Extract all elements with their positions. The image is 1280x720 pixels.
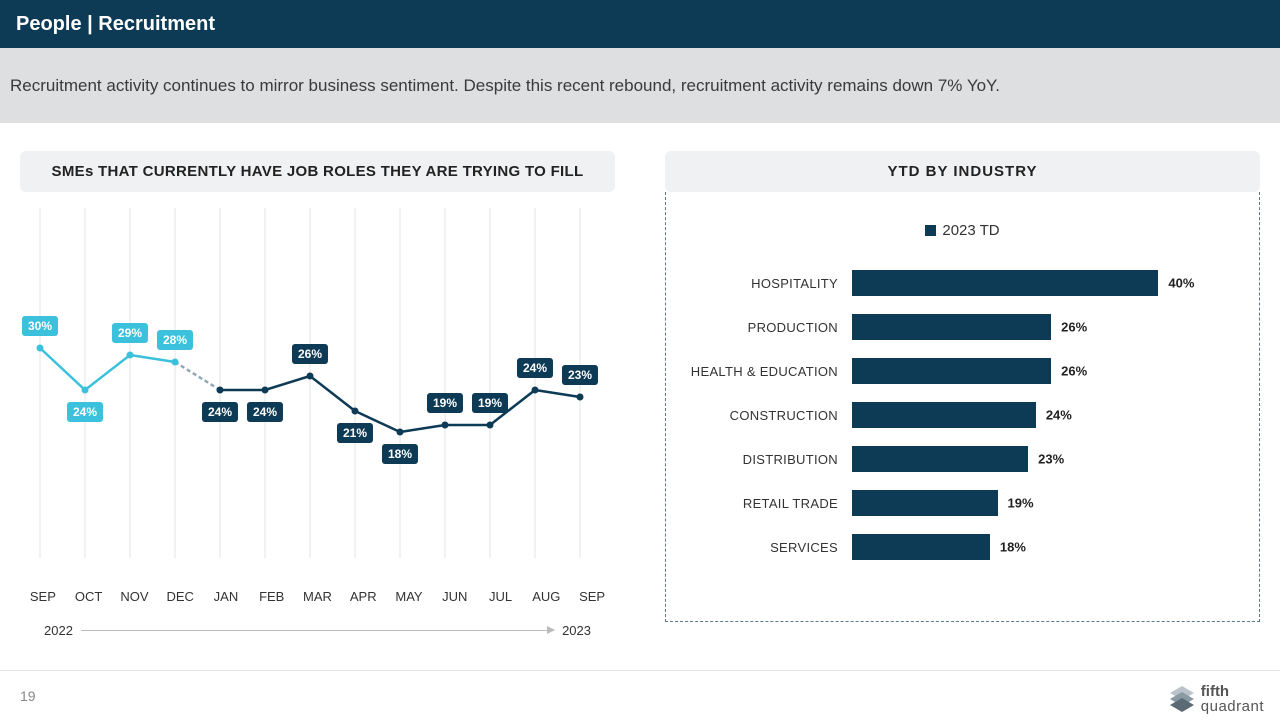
footer: 19 fifth quadrant (0, 670, 1280, 720)
line-point-label: 19% (427, 393, 463, 413)
bar-row: CONSTRUCTION 24% (690, 393, 1235, 437)
ytd-chart: 2023 TD HOSPITALITY 40% PRODUCTION 26% H… (665, 192, 1260, 622)
bar-fill (852, 270, 1158, 296)
bar-category: DISTRIBUTION (690, 452, 852, 467)
line-point-label: 21% (337, 423, 373, 443)
bar-row: DISTRIBUTION 23% (690, 437, 1235, 481)
bar-fill (852, 402, 1036, 428)
line-point-label: 28% (157, 330, 193, 350)
line-point-label: 30% (22, 316, 58, 336)
bar-category: PRODUCTION (690, 320, 852, 335)
line-point-label: 24% (67, 402, 103, 422)
bar-category: CONSTRUCTION (690, 408, 852, 423)
bar-track: 18% (852, 534, 1235, 560)
bar-track: 24% (852, 402, 1235, 428)
month-label: SEP (20, 589, 66, 604)
bar-value: 26% (1061, 320, 1087, 335)
month-label: OCT (66, 589, 112, 604)
ytd-legend: 2023 TD (690, 222, 1235, 239)
bar-row: SERVICES 18% (690, 525, 1235, 569)
month-label: MAY (386, 589, 432, 604)
month-label: JUL (478, 589, 524, 604)
month-label: MAR (295, 589, 341, 604)
bar-category: HEALTH & EDUCATION (690, 364, 852, 379)
logo-text: fifth quadrant (1201, 684, 1264, 714)
content-area: SMEs THAT CURRENTLY HAVE JOB ROLES THEY … (0, 123, 1280, 653)
month-label: AUG (523, 589, 569, 604)
month-axis: SEPOCTNOVDECJANFEBMARAPRMAYJUNJULAUGSEP (20, 589, 615, 604)
line-point-label: 19% (472, 393, 508, 413)
bar-track: 40% (852, 270, 1235, 296)
bar-value: 24% (1046, 408, 1072, 423)
ytd-panel: YTD BY INDUSTRY 2023 TD HOSPITALITY 40% … (665, 151, 1260, 653)
ytd-title: YTD BY INDUSTRY (665, 151, 1260, 192)
line-point-label: 29% (112, 323, 148, 343)
bar-row: HEALTH & EDUCATION 26% (690, 349, 1235, 393)
page-number: 19 (20, 688, 36, 704)
bar-track: 23% (852, 446, 1235, 472)
line-chart-svg (20, 198, 600, 578)
year-right: 2023 (562, 623, 591, 638)
bar-value: 40% (1168, 276, 1194, 291)
timeline-arrow (81, 630, 554, 631)
bar-row: HOSPITALITY 40% (690, 261, 1235, 305)
bar-fill (852, 534, 990, 560)
bar-value: 23% (1038, 452, 1064, 467)
bar-category: SERVICES (690, 540, 852, 555)
legend-label: 2023 TD (942, 222, 999, 239)
bar-category: RETAIL TRADE (690, 496, 852, 511)
bar-row: PRODUCTION 26% (690, 305, 1235, 349)
month-label: NOV (112, 589, 158, 604)
header-bar: People | Recruitment (0, 0, 1280, 48)
page-title: People | Recruitment (16, 13, 215, 36)
bar-value: 26% (1061, 364, 1087, 379)
brand-logo: fifth quadrant (1167, 684, 1264, 714)
line-point-label: 24% (517, 358, 553, 378)
month-label: SEP (569, 589, 615, 604)
bar-category: HOSPITALITY (690, 276, 852, 291)
subtitle-text: Recruitment activity continues to mirror… (10, 76, 1000, 96)
bar-fill (852, 358, 1051, 384)
bar-track: 19% (852, 490, 1235, 516)
month-label: APR (340, 589, 386, 604)
bar-row: RETAIL TRADE 19% (690, 481, 1235, 525)
month-label: JUN (432, 589, 478, 604)
line-chart: SEPOCTNOVDECJANFEBMARAPRMAYJUNJULAUGSEP … (20, 198, 615, 618)
line-chart-title: SMEs THAT CURRENTLY HAVE JOB ROLES THEY … (20, 151, 615, 192)
bar-fill (852, 490, 998, 516)
year-left: 2022 (44, 623, 73, 638)
line-point-label: 24% (247, 402, 283, 422)
line-point-label: 18% (382, 444, 418, 464)
bar-fill (852, 314, 1051, 340)
ytd-bars: HOSPITALITY 40% PRODUCTION 26% HEALTH & … (690, 261, 1235, 569)
bar-track: 26% (852, 358, 1235, 384)
line-point-label: 24% (202, 402, 238, 422)
bar-track: 26% (852, 314, 1235, 340)
month-label: JAN (203, 589, 249, 604)
line-chart-panel: SMEs THAT CURRENTLY HAVE JOB ROLES THEY … (20, 151, 615, 653)
bar-fill (852, 446, 1028, 472)
legend-swatch (925, 225, 936, 236)
month-label: DEC (157, 589, 203, 604)
line-point-label: 23% (562, 365, 598, 385)
logo-icon (1167, 684, 1197, 714)
line-point-label: 26% (292, 344, 328, 364)
month-label: FEB (249, 589, 295, 604)
bar-value: 19% (1008, 496, 1034, 511)
subtitle-bar: Recruitment activity continues to mirror… (0, 48, 1280, 123)
bar-value: 18% (1000, 540, 1026, 555)
year-timeline: 2022 2023 (20, 623, 615, 638)
